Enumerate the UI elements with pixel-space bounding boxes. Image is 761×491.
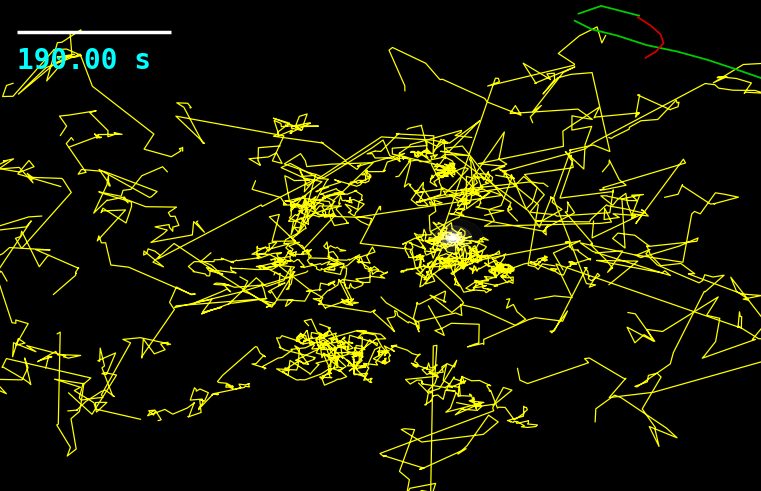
- Circle shape: [434, 226, 472, 250]
- Circle shape: [450, 236, 456, 240]
- Circle shape: [446, 234, 460, 243]
- Circle shape: [441, 231, 464, 246]
- Text: 190.00 s: 190.00 s: [17, 47, 151, 75]
